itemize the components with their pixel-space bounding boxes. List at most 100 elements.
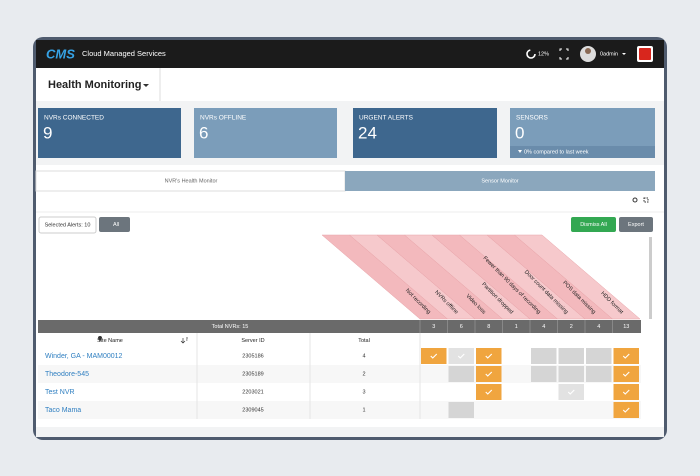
cpu-usage: 12% <box>538 51 549 57</box>
tab-inactive[interactable] <box>345 171 655 191</box>
alert-count: 4 <box>597 324 600 330</box>
card-value: 9 <box>43 123 52 142</box>
alert-count: 2 <box>570 324 573 330</box>
alert-total: 1 <box>362 407 365 413</box>
check-icon <box>622 371 630 377</box>
alert-cell[interactable] <box>448 366 475 382</box>
alert-cell[interactable] <box>448 348 475 364</box>
alert-count: 1 <box>515 324 518 330</box>
alert-total: 4 <box>362 353 365 359</box>
user-caret <box>622 53 626 55</box>
alert-count: 6 <box>460 324 463 330</box>
site-name[interactable]: Test NVR <box>45 389 75 396</box>
alert-cell[interactable] <box>476 348 502 364</box>
filter-button[interactable] <box>99 217 130 232</box>
logo: CMS <box>46 46 75 61</box>
export-button[interactable] <box>619 217 653 232</box>
avatar-face <box>585 48 591 54</box>
card-label: SENSORS <box>516 115 548 122</box>
alert-cell[interactable] <box>586 348 612 364</box>
alert-cell[interactable] <box>531 348 557 364</box>
check-icon <box>485 389 493 395</box>
alert-cell[interactable] <box>613 402 640 418</box>
check-icon <box>622 389 630 395</box>
site-name[interactable]: Theodore-545 <box>45 371 89 378</box>
alert-total: 3 <box>362 389 365 395</box>
check-icon <box>485 371 493 377</box>
alert-header-band <box>513 234 641 320</box>
alert-cell[interactable] <box>558 366 585 382</box>
alert-cell[interactable] <box>613 366 640 382</box>
selected-alerts[interactable]: Selected Alerts: 10 <box>45 222 91 228</box>
check-icon <box>430 353 438 359</box>
top-bar <box>36 40 664 68</box>
table-total-row <box>38 320 641 333</box>
alert-count: 8 <box>487 324 490 330</box>
stat-card <box>194 108 337 158</box>
brand-icon-inner <box>639 48 651 60</box>
alert-count: 3 <box>432 324 435 330</box>
check-icon <box>622 353 630 359</box>
card-label: NVRs OFFLINE <box>200 115 247 122</box>
server-id: 2305186 <box>242 353 263 359</box>
tab-label[interactable]: Sensor Monitor <box>481 178 518 184</box>
trend-icon <box>518 150 522 153</box>
card-label: NVRs CONNECTED <box>44 115 104 122</box>
check-icon <box>622 407 630 413</box>
column-header: Total <box>358 338 370 344</box>
alert-cell[interactable] <box>613 348 640 364</box>
expand-icon[interactable] <box>643 197 649 203</box>
filter-label[interactable]: All <box>113 222 119 228</box>
sort-icon[interactable] <box>180 337 188 344</box>
column-header: Server ID <box>241 338 264 344</box>
alert-cell[interactable] <box>448 402 475 418</box>
export-label[interactable]: Export <box>628 222 644 228</box>
card-value: 0 <box>515 123 524 142</box>
title-caret <box>143 84 149 87</box>
card-note: 0% compared to last week <box>524 149 589 155</box>
stat-card <box>353 108 497 158</box>
selected-alerts-button[interactable] <box>38 216 97 234</box>
card-label: URGENT ALERTS <box>359 115 414 122</box>
pin-icon <box>98 336 102 342</box>
dismiss-button[interactable] <box>571 217 616 232</box>
table-row <box>38 383 641 401</box>
card-value: 6 <box>199 123 208 142</box>
alert-cell[interactable] <box>558 384 585 400</box>
card-footer <box>510 146 655 158</box>
alert-cell[interactable] <box>476 384 502 400</box>
scrollbar[interactable] <box>649 237 652 319</box>
tab-label[interactable]: NVR's Health Monitor <box>165 178 218 184</box>
cpu-ring <box>526 49 536 59</box>
stat-card <box>38 108 181 158</box>
dismiss-label[interactable]: Dismiss All <box>580 222 607 228</box>
check-icon <box>567 389 575 395</box>
check-icon <box>485 353 493 359</box>
alert-cell[interactable] <box>613 384 640 400</box>
alert-cell[interactable] <box>586 366 612 382</box>
alert-cell[interactable] <box>421 348 447 364</box>
page-title[interactable]: Health Monitoring <box>48 79 142 91</box>
alert-cell[interactable] <box>531 366 557 382</box>
alert-cell[interactable] <box>558 348 585 364</box>
refresh-icon[interactable] <box>632 197 638 203</box>
site-name[interactable]: Taco Mama <box>45 407 81 414</box>
site-name[interactable]: Winder, GA - MAM00012 <box>45 353 123 360</box>
column-header: Site Name <box>97 338 123 344</box>
alert-count: 13 <box>623 324 629 330</box>
app-title: Cloud Managed Services <box>82 49 166 58</box>
check-icon <box>457 353 465 359</box>
alert-total: 2 <box>362 371 365 377</box>
server-id: 2203021 <box>242 389 263 395</box>
alert-cell[interactable] <box>476 366 502 382</box>
table-head-row <box>38 333 641 347</box>
server-id: 2309045 <box>242 407 263 413</box>
fullscreen-icon[interactable] <box>559 48 569 60</box>
server-id: 2305189 <box>242 371 263 377</box>
card-value: 24 <box>358 123 377 142</box>
table-row <box>38 401 641 419</box>
user-name[interactable]: 0admin <box>600 51 618 57</box>
total-nvrs: Total NVRs: 15 <box>212 324 249 330</box>
